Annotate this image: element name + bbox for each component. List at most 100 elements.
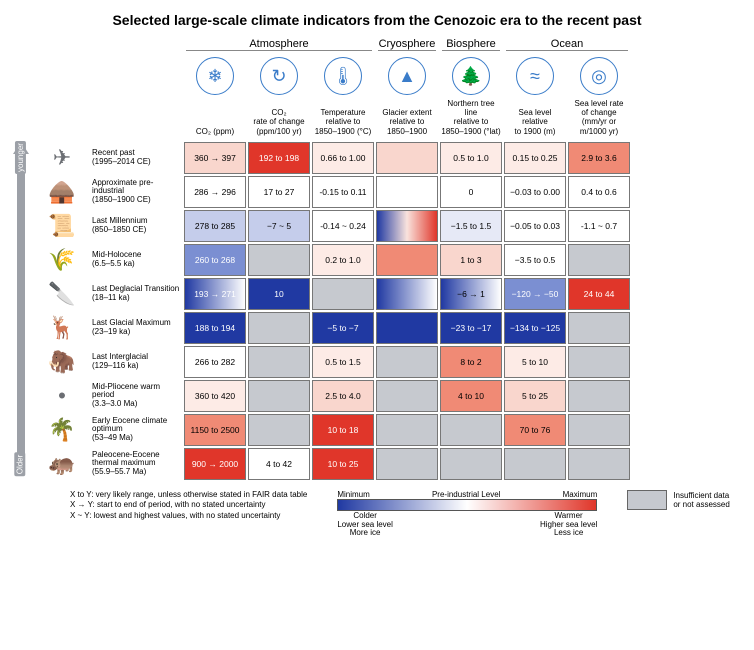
data-cell: −134 to −125: [504, 312, 566, 344]
data-cell: -0.14 ~ 0.24: [312, 210, 374, 242]
data-cell: −120 → −50: [504, 278, 566, 310]
data-cell: 1 to 3: [440, 244, 502, 276]
treeline-icon: 🌲: [440, 57, 502, 95]
data-cell: [568, 448, 630, 480]
row-label: Last Millennium(850–1850 CE): [92, 210, 182, 242]
data-cell: [248, 380, 310, 412]
data-cell: −5 to −7: [312, 312, 374, 344]
era-icon: 🦌: [34, 312, 90, 344]
row-label: Last Interglacial(129–116 ka): [92, 346, 182, 378]
scale-mid-label: Pre-industrial Level: [432, 490, 500, 499]
era-icon: ✈: [34, 142, 90, 174]
data-cell: 0.5 to 1.5: [312, 346, 374, 378]
co2-rate-icon: ↻: [248, 57, 310, 95]
column-label: Sea level rateof change(mm/yr or m/1000 …: [568, 97, 630, 140]
row-label: Paleocene-Eocene thermal maximum(55.9–55…: [92, 448, 182, 480]
data-cell: 0.2 to 1.0: [312, 244, 374, 276]
data-cell: [376, 278, 438, 310]
data-cell: 4 to 42: [248, 448, 310, 480]
sea-rate-icon: ◎: [568, 57, 630, 95]
data-cell: 0.66 to 1.00: [312, 142, 374, 174]
scale-left-labels: ColderLower sea levelMore ice: [337, 512, 393, 538]
data-cell: 0: [440, 176, 502, 208]
column-label: CO₂ (ppm): [184, 97, 246, 140]
row-label: Last Deglacial Transition(18–11 ka): [92, 278, 182, 310]
data-cell: 360 → 397: [184, 142, 246, 174]
data-cell: 1150 to 2500: [184, 414, 246, 446]
data-cell: 2.9 to 3.6: [568, 142, 630, 174]
legend-scale: Minimum Pre-industrial Level Maximum Col…: [337, 490, 597, 538]
data-cell: 260 to 268: [184, 244, 246, 276]
scale-gradient-bar: [337, 499, 597, 511]
data-cell: [248, 312, 310, 344]
data-cell: [376, 312, 438, 344]
data-cell: [504, 448, 566, 480]
row-label: Early Eocene climate optimum(53–49 Ma): [92, 414, 182, 446]
data-cell: [248, 346, 310, 378]
data-cell: 286 → 296: [184, 176, 246, 208]
scale-right-labels: WarmerHigher sea levelLess ice: [540, 512, 597, 538]
nodata-swatch: [627, 490, 667, 510]
data-cell: [312, 278, 374, 310]
data-cell: [440, 414, 502, 446]
data-cell: [568, 244, 630, 276]
data-cell: 10 to 25: [312, 448, 374, 480]
thermometer-icon: 🌡: [312, 57, 374, 95]
data-cell: [376, 380, 438, 412]
column-label: Sea level relativeto 1900 (m): [504, 97, 566, 140]
data-cell: −23 to −17: [440, 312, 502, 344]
data-cell: −0.05 to 0.03: [504, 210, 566, 242]
data-cell: -0.15 to 0.11: [312, 176, 374, 208]
data-cell: 193 → 271: [184, 278, 246, 310]
data-cell: [376, 414, 438, 446]
era-icon: 🌾: [34, 244, 90, 276]
nodata-label: Insufficient dataor not assessed: [673, 491, 729, 509]
data-cell: 2.5 to 4.0: [312, 380, 374, 412]
data-cell: 5 to 10: [504, 346, 566, 378]
data-cell: 188 to 194: [184, 312, 246, 344]
row-label: Mid-Pliocene warm period(3.3–3.0 Ma): [92, 380, 182, 412]
column-label: Northern tree linerelative to1850–1900 (…: [440, 97, 502, 140]
data-cell: 24 to 44: [568, 278, 630, 310]
data-cell: −0.03 to 0.00: [504, 176, 566, 208]
data-cell: [376, 448, 438, 480]
data-cell: 17 to 27: [248, 176, 310, 208]
data-cell: 192 to 198: [248, 142, 310, 174]
data-cell: -1.1 ~ 0.7: [568, 210, 630, 242]
era-icon: 🛖: [34, 176, 90, 208]
row-label: Mid-Holocene(6.5–5.5 ka): [92, 244, 182, 276]
data-cell: [568, 346, 630, 378]
column-label: Glacier extentrelative to1850–1900: [376, 97, 438, 140]
data-cell: 10: [248, 278, 310, 310]
data-cell: [568, 312, 630, 344]
data-cell: [248, 244, 310, 276]
group-header: Atmosphere: [184, 38, 374, 55]
data-cell: 5 to 25: [504, 380, 566, 412]
data-cell: 70 to 76: [504, 414, 566, 446]
era-icon: 🔪: [34, 278, 90, 310]
data-cell: [440, 448, 502, 480]
row-label: Approximate pre-industrial(1850–1900 CE): [92, 176, 182, 208]
group-header: Cryosphere: [376, 38, 438, 55]
data-cell: [376, 176, 438, 208]
column-label: Temperaturerelative to1850–1900 (°C): [312, 97, 374, 140]
data-cell: 0.4 to 0.6: [568, 176, 630, 208]
page-title: Selected large-scale climate indicators …: [10, 12, 744, 28]
data-cell: −3.5 to 0.5: [504, 244, 566, 276]
data-grid: AtmosphereCryosphereBiosphereOcean❄↻🌡▲🌲≈…: [10, 38, 744, 480]
data-cell: [376, 346, 438, 378]
data-cell: −6 → 1: [440, 278, 502, 310]
scale-max-label: Maximum: [563, 490, 598, 499]
group-header: Ocean: [504, 38, 630, 55]
row-label: Last Glacial Maximum(23–19 ka): [92, 312, 182, 344]
data-cell: [568, 414, 630, 446]
data-cell: 278 to 285: [184, 210, 246, 242]
data-cell: 360 to 420: [184, 380, 246, 412]
data-cell: [376, 210, 438, 242]
column-label: CO₂rate of change(ppm/100 yr): [248, 97, 310, 140]
era-icon: 🦣: [34, 346, 90, 378]
timeline-arrow: youngerOlder: [10, 142, 32, 480]
data-cell: 0.15 to 0.25: [504, 142, 566, 174]
era-icon: 🦛: [34, 448, 90, 480]
data-cell: 266 to 282: [184, 346, 246, 378]
